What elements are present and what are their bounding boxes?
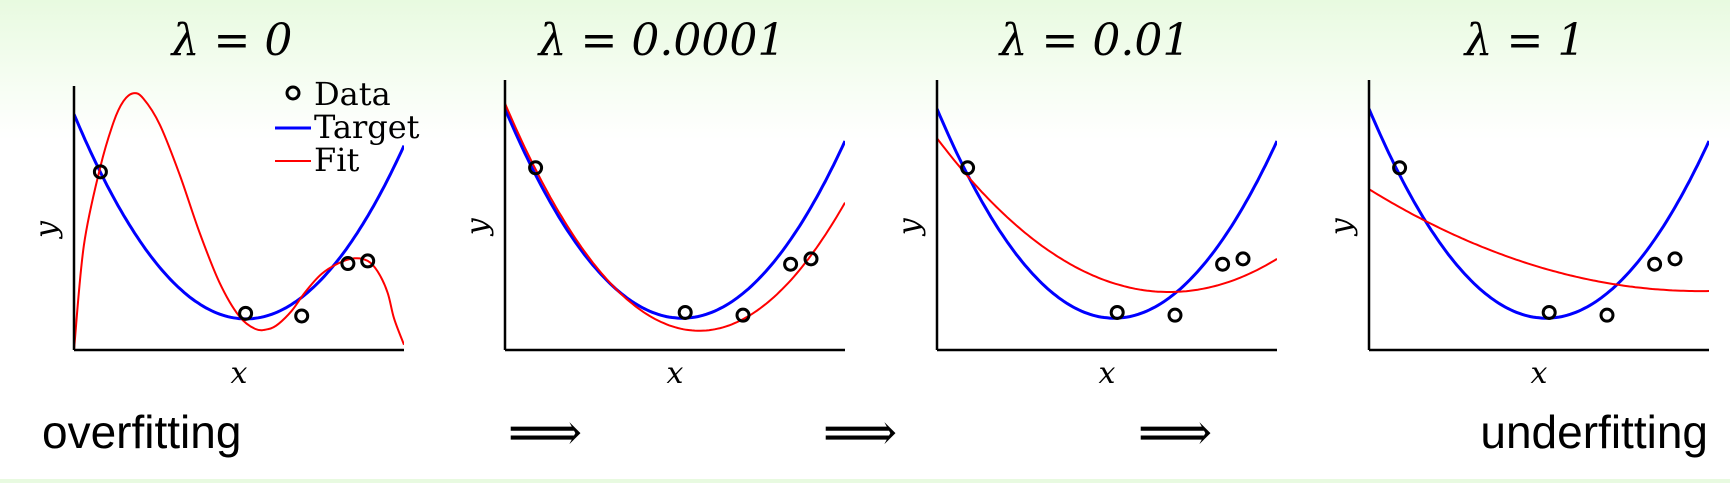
legend-label-target: Target <box>314 108 420 146</box>
legend-marker-data <box>285 85 301 101</box>
legend-label-data: Data <box>314 75 391 113</box>
data-point <box>1215 256 1231 272</box>
series-line-fit <box>505 103 845 332</box>
series-line-target <box>74 113 404 321</box>
data-point <box>294 308 310 324</box>
chart-title: λ = 0.01 <box>998 15 1191 66</box>
x-axis-label: x <box>667 356 684 391</box>
data-point <box>677 304 693 320</box>
series-line-target <box>1369 108 1709 320</box>
data-point <box>1599 307 1615 323</box>
chart-panel-4: λ = 1 x y <box>1324 15 1709 391</box>
caption-underfitting: underfitting <box>1480 406 1708 458</box>
data-point <box>528 160 544 176</box>
data-point <box>238 305 254 321</box>
series-line-fit <box>937 137 1277 293</box>
x-axis-label: x <box>1099 356 1116 391</box>
data-point <box>1647 256 1663 272</box>
caption-overfitting: overfitting <box>42 406 241 458</box>
progression-arrow: ⟹ <box>508 403 583 463</box>
data-point <box>783 256 799 272</box>
chart-title: λ = 0.0001 <box>537 15 786 66</box>
data-point <box>340 256 356 272</box>
data-point <box>1541 304 1557 320</box>
legend-label-fit: Fit <box>314 141 359 179</box>
chart-panel-3: λ = 0.01 x y <box>892 15 1277 391</box>
x-axis-label: x <box>1531 356 1548 391</box>
data-point <box>803 251 819 267</box>
data-point <box>1235 251 1251 267</box>
chart-title: λ = 1 <box>1463 15 1586 66</box>
chart-title: λ = 0 <box>170 15 293 66</box>
data-point <box>1667 251 1683 267</box>
chart-panel-2: λ = 0.0001 x y <box>460 15 845 391</box>
series-line-fit <box>1369 188 1709 293</box>
data-point <box>1109 304 1125 320</box>
progression-arrow: ⟹ <box>823 403 898 463</box>
progression-arrow: ⟹ <box>1138 403 1213 463</box>
x-axis-label: x <box>231 356 248 391</box>
data-point <box>1392 160 1408 176</box>
y-axis-label: y <box>460 217 495 237</box>
series-line-fit <box>74 92 404 350</box>
y-axis-label: y <box>892 217 927 237</box>
data-point <box>960 160 976 176</box>
data-point <box>360 253 376 269</box>
data-point <box>1167 307 1183 323</box>
data-point <box>92 164 108 180</box>
data-point <box>735 307 751 323</box>
series-line-target <box>505 108 845 320</box>
y-axis-label: y <box>1324 217 1359 237</box>
series-line-target <box>937 108 1277 320</box>
y-axis-label: y <box>29 220 64 240</box>
